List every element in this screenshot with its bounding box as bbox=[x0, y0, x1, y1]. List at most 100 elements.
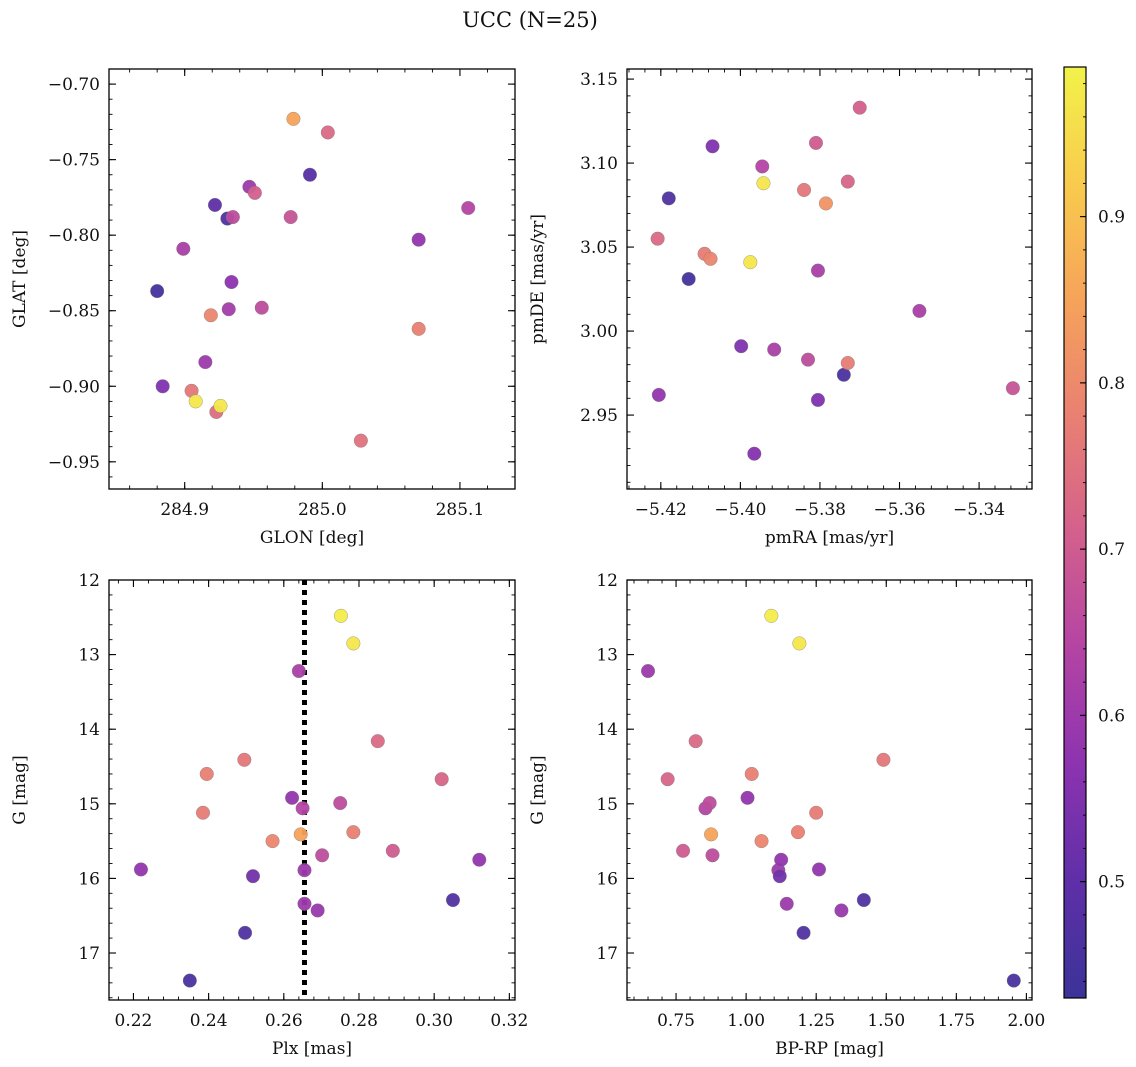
x-axis-label: GLON [deg] bbox=[260, 528, 364, 548]
scatter-point bbox=[472, 852, 487, 867]
scatter-point bbox=[295, 801, 310, 816]
scatter-point bbox=[370, 734, 385, 749]
x-tick-label: 1.75 bbox=[937, 1011, 975, 1031]
scatter-point bbox=[876, 752, 891, 767]
scatter-panel-4: 0.75 1.00 1.25 1.50 1.75 2.00 12 13 14 15 16 17 BP-R… bbox=[528, 571, 1045, 1059]
colorbar-tick-label: 0.6 bbox=[1098, 706, 1125, 726]
scatter-point bbox=[346, 825, 361, 840]
scatter-point bbox=[703, 251, 718, 266]
scatter-point bbox=[461, 201, 476, 215]
scatter-point bbox=[291, 664, 306, 678]
x-tick-label: 285.0 bbox=[298, 500, 347, 520]
scatter-point bbox=[247, 185, 262, 200]
colorbar-tick-label: 0.5 bbox=[1098, 873, 1125, 893]
x-tick-label: 284.9 bbox=[160, 500, 209, 520]
scatter-point bbox=[810, 392, 825, 407]
scatter-point bbox=[705, 848, 720, 863]
scatter-point bbox=[840, 174, 855, 189]
scatter-point bbox=[434, 772, 449, 787]
scatter-panel-2: −5.42 −5.40 −5.38 −5.36 −5.34 2.95 3.00 3.05 3.1… bbox=[528, 68, 1033, 548]
scatter-point bbox=[660, 772, 675, 787]
figure-title: UCC (N=25) bbox=[462, 8, 598, 32]
x-tick-label: 0.24 bbox=[190, 1011, 228, 1031]
y-tick-label: 15 bbox=[78, 795, 100, 815]
scatter-point bbox=[651, 387, 666, 402]
scatter-point bbox=[150, 284, 165, 299]
x-tick-label: 0.22 bbox=[115, 1011, 153, 1031]
scatter-point bbox=[297, 896, 312, 911]
scatter-point bbox=[285, 790, 300, 805]
scatter-point bbox=[650, 231, 665, 246]
scatter-point bbox=[764, 608, 779, 623]
y-tick-label: 13 bbox=[78, 646, 100, 666]
scatter-point bbox=[283, 210, 298, 225]
scatter-point bbox=[198, 355, 213, 370]
y-tick-label: 3.05 bbox=[580, 238, 618, 258]
scatter-point bbox=[755, 159, 770, 174]
y-tick-label: −0.80 bbox=[48, 226, 100, 246]
y-tick-label: 3.15 bbox=[580, 70, 618, 90]
scatter-point bbox=[740, 790, 755, 805]
scatter-point bbox=[353, 433, 368, 448]
scatter-point bbox=[265, 834, 280, 849]
scatter-point bbox=[333, 796, 348, 811]
scatter-point bbox=[801, 352, 815, 367]
scatter-point bbox=[293, 827, 308, 842]
x-tick-label: 1.50 bbox=[867, 1011, 905, 1031]
scatter-point bbox=[754, 834, 769, 849]
scatter-point bbox=[411, 232, 426, 247]
y-tick-label: 13 bbox=[596, 646, 618, 666]
scatter-point bbox=[818, 196, 833, 211]
scatter-point bbox=[254, 300, 269, 315]
scatter-point bbox=[246, 869, 260, 884]
scatter-point bbox=[182, 973, 197, 988]
scatter-point bbox=[176, 241, 191, 256]
scatter-point bbox=[188, 394, 203, 409]
colorbar-tick-label: 0.8 bbox=[1098, 374, 1125, 394]
scatter-point bbox=[744, 766, 759, 781]
y-tick-label: −0.85 bbox=[48, 302, 100, 322]
scatter-point bbox=[767, 342, 782, 357]
scatter-point bbox=[796, 925, 811, 940]
axes-frame bbox=[108, 579, 516, 1001]
scatter-point bbox=[286, 111, 301, 126]
scatter-point bbox=[155, 379, 170, 394]
scatter-point bbox=[808, 135, 823, 150]
x-axis-label: pmRA [mas/yr] bbox=[765, 528, 894, 548]
scatter-point bbox=[641, 664, 655, 678]
scatter-point bbox=[688, 734, 703, 749]
scatter-point bbox=[661, 191, 676, 206]
scatter-point bbox=[445, 893, 460, 908]
x-axis-label: BP-RP [mag] bbox=[775, 1039, 884, 1059]
colorbar: 0.5 0.6 0.7 0.8 0.9 bbox=[1063, 66, 1125, 999]
scatter-point bbox=[411, 321, 426, 336]
y-tick-label: 3.00 bbox=[580, 322, 618, 342]
colorbar-bar bbox=[1063, 66, 1087, 999]
scatter-point bbox=[676, 843, 691, 858]
x-tick-label: −5.36 bbox=[873, 500, 925, 520]
scatter-point bbox=[320, 125, 335, 140]
y-tick-label: 17 bbox=[78, 944, 100, 964]
scatter-point bbox=[702, 796, 717, 811]
y-tick-label: 16 bbox=[596, 869, 618, 889]
y-tick-label: 2.95 bbox=[580, 406, 618, 426]
scatter-point bbox=[1005, 381, 1020, 396]
x-axis-label: Plx [mas] bbox=[272, 1039, 352, 1059]
y-tick-label: 12 bbox=[78, 571, 100, 591]
y-tick-label: 15 bbox=[596, 795, 618, 815]
scatter-point bbox=[705, 139, 720, 154]
scatter-point bbox=[133, 862, 148, 877]
x-tick-label: −5.42 bbox=[635, 500, 687, 520]
axes-frame bbox=[626, 579, 1033, 1001]
scatter-point bbox=[704, 827, 719, 842]
y-axis-label: GLAT [deg] bbox=[10, 230, 30, 328]
scatter-point bbox=[840, 356, 855, 370]
scatter-point bbox=[315, 848, 330, 863]
y-tick-label: 16 bbox=[78, 869, 100, 889]
y-tick-label: 3.10 bbox=[580, 154, 618, 174]
scatter-point bbox=[310, 903, 325, 918]
scatter-point bbox=[1006, 973, 1021, 988]
y-tick-label: 14 bbox=[78, 720, 100, 740]
scatter-point bbox=[346, 636, 361, 651]
